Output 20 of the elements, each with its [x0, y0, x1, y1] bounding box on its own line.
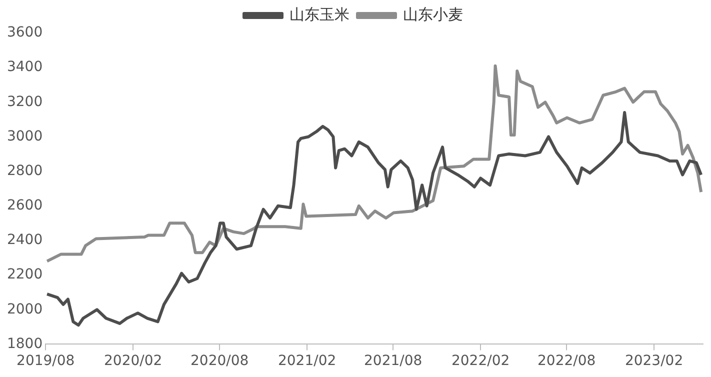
- y-tick-label: 2400: [6, 232, 43, 248]
- x-tick-label: 2019/08: [16, 353, 75, 370]
- x-tick-label: 2021/02: [278, 353, 336, 370]
- y-tick-label: 2000: [6, 301, 43, 318]
- x-tick-label: 2023/02: [624, 353, 684, 370]
- y-tick-label: 2600: [6, 198, 43, 214]
- x-tick-label: 2020/08: [190, 353, 249, 370]
- legend-label: 山东小麦: [403, 5, 463, 24]
- y-tick-label: 3000: [6, 128, 43, 144]
- x-tick-label: 2022/08: [537, 353, 596, 370]
- y-tick-label: 3400: [6, 59, 43, 76]
- y-tick-label: 2800: [6, 162, 43, 179]
- x-tick-label: 2022/02: [451, 353, 510, 370]
- y-tick-label: 1800: [6, 336, 43, 352]
- y-tick-label: 2200: [6, 266, 43, 283]
- y-tick-label: 3200: [6, 94, 43, 110]
- y-tick-label: 3600: [6, 24, 43, 41]
- x-tick-label: 2020/02: [104, 353, 162, 370]
- x-tick-label: 2021/08: [364, 353, 422, 370]
- legend-label: 山东玉米: [290, 5, 350, 24]
